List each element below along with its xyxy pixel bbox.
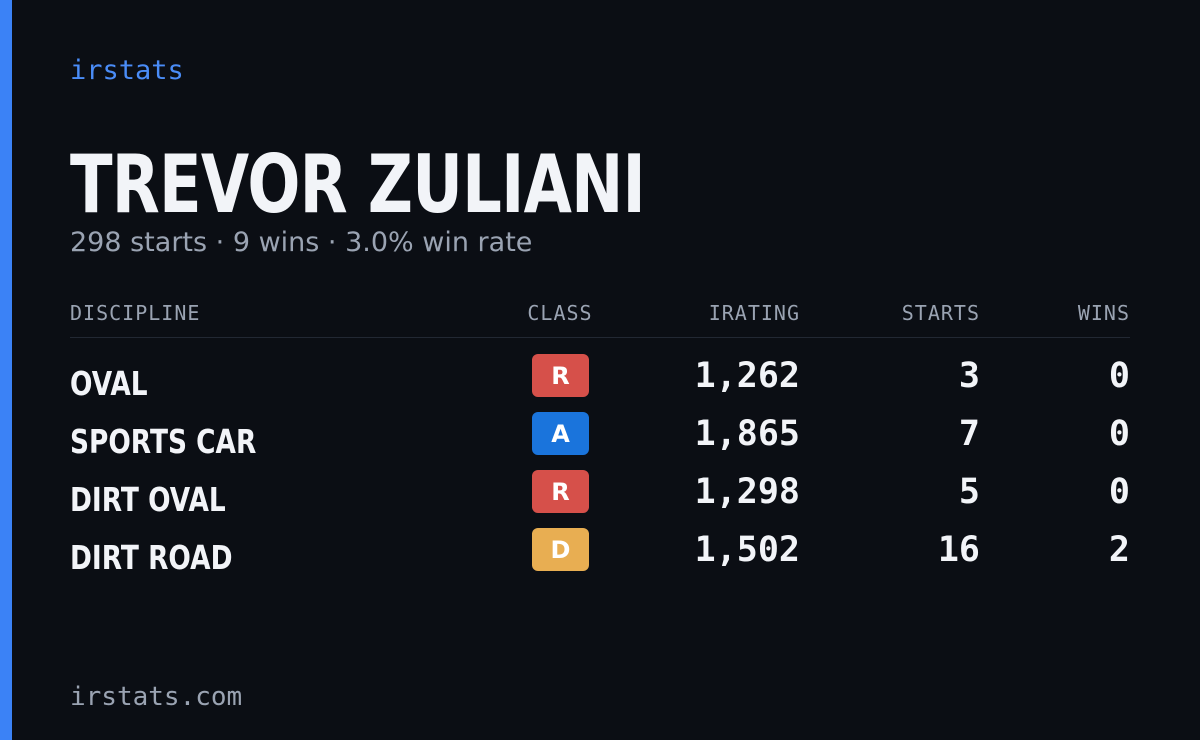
class-badge: A	[532, 412, 589, 455]
starts: 5	[958, 472, 980, 512]
wins: 2	[1108, 530, 1130, 570]
column-header: IRATING	[708, 301, 800, 325]
irating: 1,262	[694, 356, 800, 396]
brand: irstats	[70, 55, 184, 86]
summary: 298 starts · 9 wins · 3.0% win rate	[70, 227, 533, 258]
starts: 3	[958, 356, 980, 396]
discipline: DIRT ROAD	[70, 538, 233, 577]
class-badge: R	[532, 470, 589, 513]
starts: 7	[958, 414, 980, 454]
wins: 0	[1108, 414, 1130, 454]
discipline: DIRT OVAL	[70, 480, 226, 519]
wins: 0	[1108, 356, 1130, 396]
column-header: STARTS	[901, 301, 980, 325]
header-rule	[70, 337, 1130, 338]
discipline: SPORTS CAR	[70, 422, 257, 461]
irating: 1,298	[694, 472, 800, 512]
column-header: WINS	[1077, 301, 1130, 325]
discipline: OVAL	[70, 364, 148, 403]
irating: 1,502	[694, 530, 800, 570]
class-badge: R	[532, 354, 589, 397]
driver-name: TREVOR ZULIANI	[70, 138, 646, 231]
accent-bar	[0, 0, 12, 740]
column-header: CLASS	[527, 301, 593, 325]
column-header: DISCIPLINE	[70, 301, 201, 325]
class-badge: D	[532, 528, 589, 571]
starts: 16	[937, 530, 980, 570]
wins: 0	[1108, 472, 1130, 512]
irating: 1,865	[694, 414, 800, 454]
footer: irstats.com	[70, 682, 243, 712]
